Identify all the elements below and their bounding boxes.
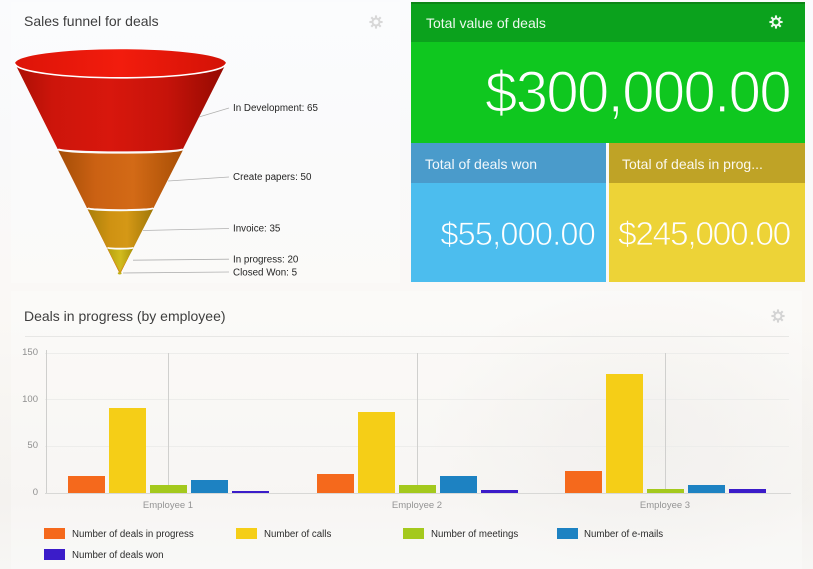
svg-text:In progress: 20: In progress: 20 [233,255,299,266]
svg-text:In Development: 65: In Development: 65 [233,103,319,114]
svg-text:Invoice: 35: Invoice: 35 [233,224,281,235]
svg-text:Create papers: 50: Create papers: 50 [233,172,312,183]
svg-text:Closed Won: 5: Closed Won: 5 [233,268,298,279]
